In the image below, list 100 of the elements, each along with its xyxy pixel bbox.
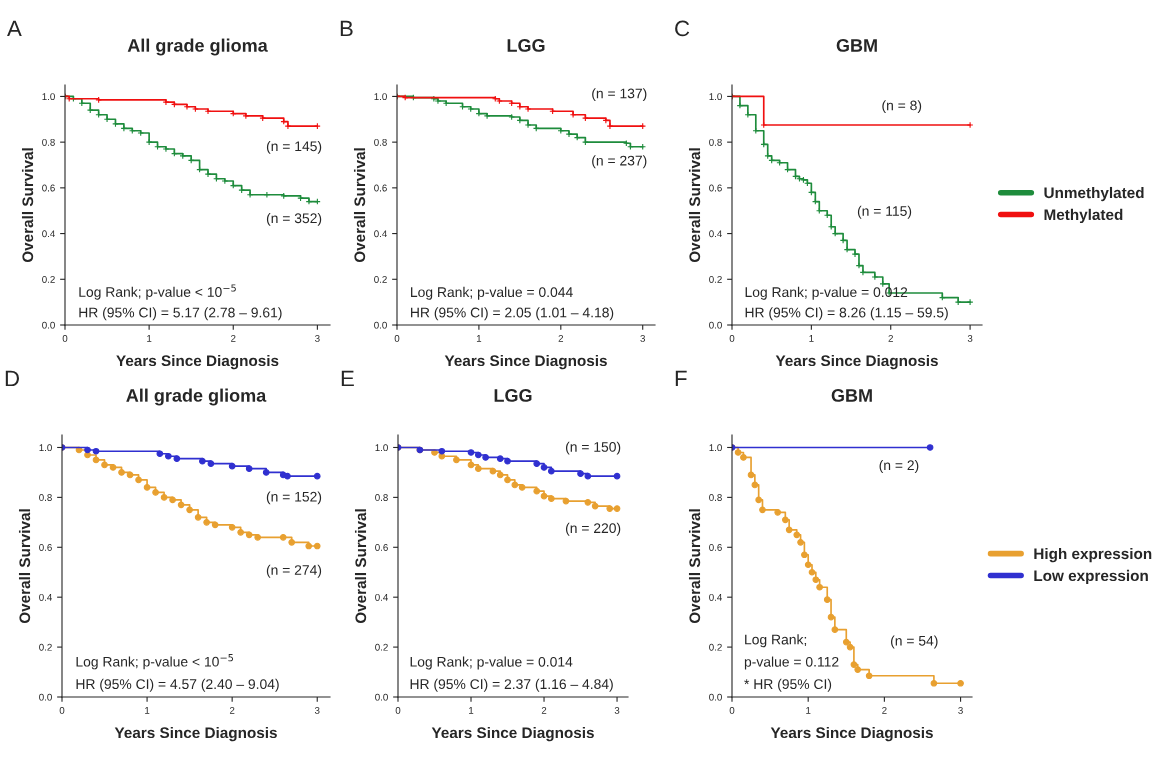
x-axis-title: Years Since Diagnosis [775,354,938,370]
y-tick-label: 0.4 [709,593,722,601]
annotation: (n = 54) [891,635,938,649]
y-tick-label: 0.6 [709,544,722,551]
y-axis-title: Overall Survival [353,148,366,263]
y-tick-label: 0.8 [375,494,388,501]
y-tick-label: 0.2 [375,643,388,651]
annotation: Log Rank; [745,634,807,648]
text: D [5,370,19,387]
x-tick-label: 0 [62,334,68,342]
y-tick-label: 1.0 [39,444,52,452]
text: B [340,20,353,37]
x-tick-label: 2 [229,706,235,714]
y-tick-label: 0.6 [375,544,388,551]
x-tick-label: 3 [967,334,973,342]
annotation: Log Rank; p-value = 0.044 [411,286,573,300]
annotation: * HR (95% CI) [744,678,832,692]
x-tick-label: 2 [231,334,236,342]
annotation: (n = 237) [592,155,647,169]
annotation: HR (95% CI) = 2.37 (1.16 – 4.84) [410,678,613,692]
x-tick-label: 0 [394,334,400,342]
y-tick-label: 0.0 [709,693,722,701]
y-axis-title: Overall Survival [21,148,34,263]
x-tick-label: 3 [314,706,320,714]
x-tick-label: 2 [541,706,547,714]
x-axis-title: Years Since Diagnosis [770,726,933,742]
y-tick-label: 0.8 [709,138,722,146]
x-tick-label: 2 [882,706,887,714]
annotation: (n = 145) [266,140,322,154]
annotation: HR (95% CI) = 8.26 (1.15 – 59.5) [745,307,948,321]
x-tick-label: 2 [558,334,564,342]
annotation: (n = 352) [266,212,322,226]
y-axis-title: Overall Survival [688,509,701,624]
y-tick-label: 0.0 [39,693,52,701]
annotation: Log Rank; p-value < 10$^{−5}$ [79,284,236,300]
chart-title: All grade glioma [127,38,268,56]
chart-title: LGG [507,39,545,52]
x-tick-label: 3 [958,706,963,714]
y-tick-label: 0.6 [374,184,387,192]
x-tick-label: 0 [729,334,735,342]
y-tick-label: 0.2 [709,276,722,283]
y-tick-label: 0.6 [39,544,52,551]
chart-title: GBM [831,389,872,402]
y-tick-label: 0.0 [709,321,722,329]
y-tick-label: 0.2 [42,276,55,283]
annotation: HR (95% CI) = 4.57 (2.40 – 9.04) [76,678,279,692]
x-axis-title: Years Since Diagnosis [431,726,594,742]
x-tick-label: 3 [614,706,620,714]
y-tick-label: 0.4 [42,230,55,238]
text: E [341,370,354,387]
y-tick-label: 0.4 [709,230,722,238]
text: F [675,370,687,387]
y-tick-label: 0.0 [374,321,387,329]
x-tick-label: 0 [729,706,735,714]
y-tick-label: 0.4 [374,230,387,238]
annotation: (n = 150) [565,441,621,455]
y-axis-title: Overall Survival [18,509,31,624]
chart-title: All grade glioma [126,388,267,406]
y-tick-label: 0.8 [709,494,722,501]
x-axis-title: Years Since Diagnosis [116,354,279,370]
x-tick-label: 1 [469,707,474,714]
annotation: p-value = 0.112 [744,656,839,670]
y-tick-label: 1.0 [374,93,387,101]
text: A [7,20,22,37]
y-tick-label: 1.0 [709,93,722,101]
x-tick-label: 3 [315,334,320,342]
x-tick-label: 0 [59,706,65,714]
annotation: (n = 8) [882,100,922,114]
y-axis-title: Overall Survival [688,148,701,263]
y-tick-label: 0.2 [709,643,722,651]
y-tick-label: 0.2 [39,643,52,651]
annotation: Log Rank; p-value = 0.014 [410,656,573,670]
legend-label: Low expression [1034,569,1148,585]
y-tick-label: 0.6 [709,184,722,192]
x-tick-label: 2 [888,334,893,342]
legend-label: High expression [1034,547,1152,563]
x-tick-label: 1 [806,707,811,714]
annotation: (n = 115) [857,205,912,219]
x-tick-label: 1 [476,335,482,342]
x-tick-label: 3 [640,334,645,342]
chart-title: LGG [494,389,532,402]
y-tick-label: 0.4 [39,593,52,601]
y-tick-label: 0.0 [42,321,55,329]
x-tick-label: 1 [147,335,152,342]
annotation: (n = 220) [565,522,621,536]
y-tick-label: 0.0 [375,693,388,701]
x-tick-label: 1 [809,335,814,342]
annotation: (n = 152) [266,491,322,505]
annotation: HR (95% CI) = 2.05 (1.01 – 4.18) [411,307,614,321]
annotation: (n = 137) [592,88,647,102]
y-axis-title: Overall Survival [354,509,367,624]
y-tick-label: 0.8 [39,494,52,501]
annotation: (n = 2) [879,459,919,473]
x-axis-title: Years Since Diagnosis [444,354,607,370]
x-axis-title: Years Since Diagnosis [114,726,277,742]
legend-label: Methylated [1044,208,1123,224]
y-tick-label: 1.0 [709,444,722,452]
y-tick-label: 1.0 [42,93,55,101]
annotation: (n = 274) [266,564,322,578]
legend-label: Unmethylated [1044,186,1144,202]
